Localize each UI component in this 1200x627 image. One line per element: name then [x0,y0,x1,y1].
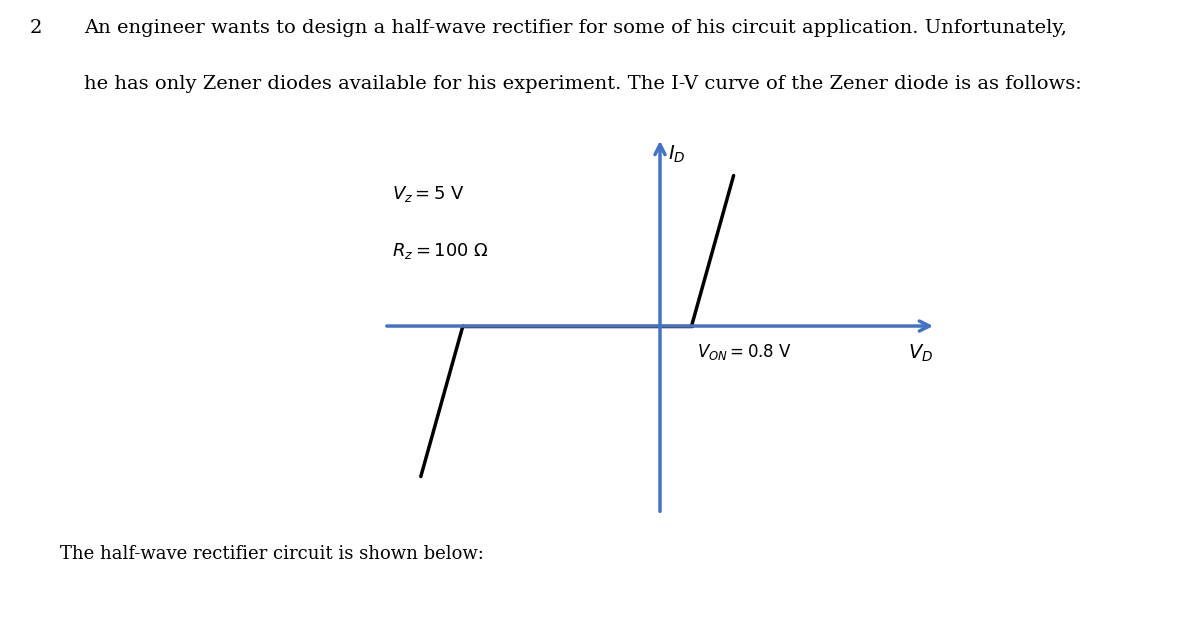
Text: $I_D$: $I_D$ [668,144,685,165]
Text: $V_z = 5\ \mathrm{V}$: $V_z = 5\ \mathrm{V}$ [392,184,464,204]
Text: $R_z = 100\ \Omega$: $R_z = 100\ \Omega$ [392,241,488,261]
Text: $V_{ON}$$= 0.8\ \mathrm{V}$: $V_{ON}$$= 0.8\ \mathrm{V}$ [697,342,792,362]
Text: 2: 2 [30,19,42,37]
Text: he has only Zener diodes available for his experiment. The I-V curve of the Zene: he has only Zener diodes available for h… [84,75,1081,93]
Text: An engineer wants to design a half-wave rectifier for some of his circuit applic: An engineer wants to design a half-wave … [84,19,1067,37]
Text: The half-wave rectifier circuit is shown below:: The half-wave rectifier circuit is shown… [60,545,484,564]
Text: $V_D$: $V_D$ [908,342,934,364]
